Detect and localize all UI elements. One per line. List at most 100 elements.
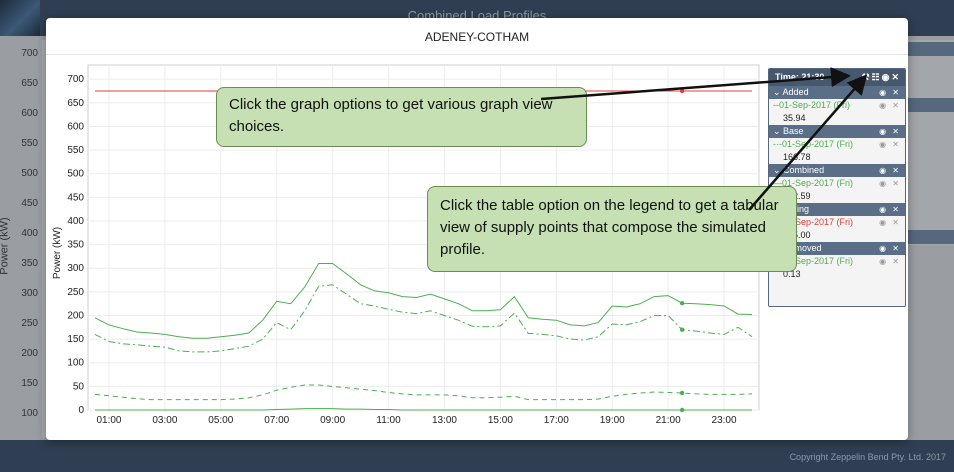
y-tick-label: 600 bbox=[67, 121, 84, 132]
background-y-tick: 300 bbox=[21, 288, 38, 299]
y-tick-label: 550 bbox=[67, 145, 84, 156]
graph-options-icon[interactable]: ⚒ bbox=[861, 72, 872, 82]
chevron-down-icon[interactable]: ⌄ bbox=[773, 165, 784, 175]
y-tick-label: 300 bbox=[67, 263, 84, 274]
y-tick-label: 0 bbox=[78, 405, 84, 416]
legend-time: Time: 21:30 bbox=[775, 72, 825, 82]
y-tick-label: 50 bbox=[73, 381, 85, 392]
background-legend-bar bbox=[905, 42, 954, 56]
legend-entry-label: —01-Sep-2017 (Fri) bbox=[773, 217, 854, 227]
legend-group-header[interactable]: ⌄ Added ◉ ✕ bbox=[769, 86, 905, 99]
legend-header-icons[interactable]: ⚒☷◉✕ bbox=[861, 69, 901, 86]
legend-group-icons[interactable]: ◉ ✕ bbox=[879, 205, 901, 214]
y-tick-label: 700 bbox=[67, 74, 84, 85]
app-footer: Copyright Zeppelin Bend Pty. Ltd. 2017 bbox=[0, 440, 954, 472]
legend-value: 166.78 bbox=[783, 152, 811, 162]
y-axis-title: Power (kW) bbox=[52, 227, 63, 279]
x-tick-label: 05:00 bbox=[208, 415, 233, 426]
legend-group-added: ⌄ Added ◉ ✕ --01-Sep-2017 (Fri) ◉ ✕ 35.94 bbox=[769, 86, 905, 125]
background-y-tick: 650 bbox=[21, 78, 38, 89]
background-y-axis: 700 650 600 550 500 450 400 350 300 250 200 150 100 bbox=[18, 48, 38, 428]
chevron-down-icon[interactable]: ⌄ bbox=[773, 126, 784, 136]
hover-marker-added bbox=[679, 390, 685, 396]
legend-entry-label: -·-01-Sep-2017 (Fri) bbox=[773, 139, 854, 149]
series-line-combined[interactable] bbox=[94, 263, 753, 339]
callout-graph-options: Click the graph options to get various g… bbox=[216, 87, 587, 147]
y-tick-label: 250 bbox=[67, 287, 84, 298]
background-y-tick: 450 bbox=[21, 198, 38, 209]
x-tick-label: 11:00 bbox=[376, 415, 401, 426]
legend-group-header[interactable]: ⌄ Base ◉ ✕ bbox=[769, 125, 905, 138]
background-y-tick: 700 bbox=[21, 48, 38, 59]
app-logo bbox=[0, 0, 40, 36]
x-tick-label: 01:00 bbox=[96, 415, 121, 426]
legend-group-icons[interactable]: ◉ ✕ bbox=[879, 244, 901, 253]
close-icon[interactable]: ✕ bbox=[891, 72, 901, 82]
legend-entry-icons[interactable]: ◉ ✕ bbox=[879, 140, 901, 149]
modal-divider bbox=[46, 54, 908, 55]
background-legend-bar bbox=[905, 98, 954, 112]
series-line-added[interactable] bbox=[94, 384, 753, 401]
y-tick-label: 650 bbox=[67, 98, 84, 109]
load-profile-modal: ADENEY-COTHAM Power (kW) 0 50 100 150 200 250… bbox=[46, 18, 908, 440]
background-y-tick: 350 bbox=[21, 258, 38, 269]
callout-table-option: Click the table option on the legend to … bbox=[427, 186, 797, 272]
x-tick-label: 23:00 bbox=[712, 415, 737, 426]
hover-marker-combined bbox=[679, 300, 685, 306]
background-y-tick: 150 bbox=[21, 378, 38, 389]
y-tick-label: 350 bbox=[67, 240, 84, 251]
y-tick-label: 450 bbox=[67, 192, 84, 203]
legend-entry-icons[interactable]: ◉ ✕ bbox=[879, 101, 901, 110]
legend-entry[interactable]: --01-Sep-2017 (Fri) ◉ ✕ bbox=[769, 99, 905, 112]
legend-group-name: Combined bbox=[783, 165, 825, 175]
table-view-icon[interactable]: ☷ bbox=[871, 72, 882, 82]
y-tick-label: 500 bbox=[67, 169, 84, 180]
hover-marker-rating bbox=[679, 88, 685, 94]
x-tick-label: 09:00 bbox=[320, 415, 345, 426]
background-y-tick: 600 bbox=[21, 108, 38, 119]
legend-group-icons[interactable]: ◉ ✕ bbox=[879, 127, 901, 136]
background-y-tick: 400 bbox=[21, 228, 38, 239]
legend-entry-icons[interactable]: ◉ ✕ bbox=[879, 218, 901, 227]
legend-entry-label: —01-Sep-2017 (Fri) bbox=[773, 256, 854, 266]
background-legend bbox=[905, 40, 954, 245]
legend-group-name: Added bbox=[782, 87, 809, 97]
legend-value: 0.13 bbox=[783, 269, 801, 279]
legend-entry[interactable]: —01-Sep-2017 (Fri) ◉ ✕ bbox=[769, 216, 905, 229]
chevron-down-icon[interactable]: ⌄ bbox=[773, 87, 783, 97]
y-tick-label: 100 bbox=[67, 358, 84, 369]
legend-header: Time: 21:30 ⚒☷◉✕ bbox=[769, 69, 905, 86]
background-y-tick: 100 bbox=[21, 408, 38, 419]
series-line-removed[interactable] bbox=[95, 408, 752, 411]
legend-entry[interactable]: —01-Sep-2017 (Fri) ◉ ✕ bbox=[769, 255, 905, 268]
legend-entry-label: --01-Sep-2017 (Fri) bbox=[773, 100, 851, 110]
y-tick-label: 400 bbox=[67, 216, 84, 227]
x-tick-label: 15:00 bbox=[488, 415, 513, 426]
background-y-tick: 250 bbox=[21, 318, 38, 329]
background-y-tick: 200 bbox=[21, 348, 38, 359]
legend-group-header[interactable]: ⌄ Combined ◉ ✕ bbox=[769, 164, 905, 177]
series-line-base[interactable] bbox=[94, 284, 753, 353]
x-tick-label: 03:00 bbox=[152, 415, 177, 426]
legend-group-icons[interactable]: ◉ ✕ bbox=[879, 88, 901, 97]
legend-entry[interactable]: -·-01-Sep-2017 (Fri) ◉ ✕ bbox=[769, 138, 905, 151]
legend-entry-icons[interactable]: ◉ ✕ bbox=[879, 257, 901, 266]
legend-group-name: Base bbox=[783, 126, 804, 136]
legend-group-base: ⌄ Base ◉ ✕ -·-01-Sep-2017 (Fri) ◉ ✕ 166.78 bbox=[769, 125, 905, 164]
background-y-tick: 550 bbox=[21, 138, 38, 149]
x-tick-label: 13:00 bbox=[432, 415, 457, 426]
legend-group-icons[interactable]: ◉ ✕ bbox=[879, 166, 901, 175]
visibility-icon[interactable]: ◉ bbox=[881, 72, 892, 82]
legend-entry-icons[interactable]: ◉ ✕ bbox=[879, 179, 901, 188]
background-y-tick: 500 bbox=[21, 168, 38, 179]
x-tick-label: 07:00 bbox=[264, 415, 289, 426]
x-tick-label: 21:00 bbox=[656, 415, 681, 426]
legend-value: 35.94 bbox=[783, 113, 806, 123]
y-tick-label: 200 bbox=[67, 310, 84, 321]
legend-group-name: Removed bbox=[783, 243, 822, 253]
hover-marker-removed bbox=[679, 407, 685, 413]
x-tick-label: 19:00 bbox=[600, 415, 625, 426]
x-tick-label: 17:00 bbox=[544, 415, 569, 426]
background-y-axis-title: Power (kW) bbox=[0, 217, 11, 275]
hover-marker-base bbox=[679, 327, 685, 332]
